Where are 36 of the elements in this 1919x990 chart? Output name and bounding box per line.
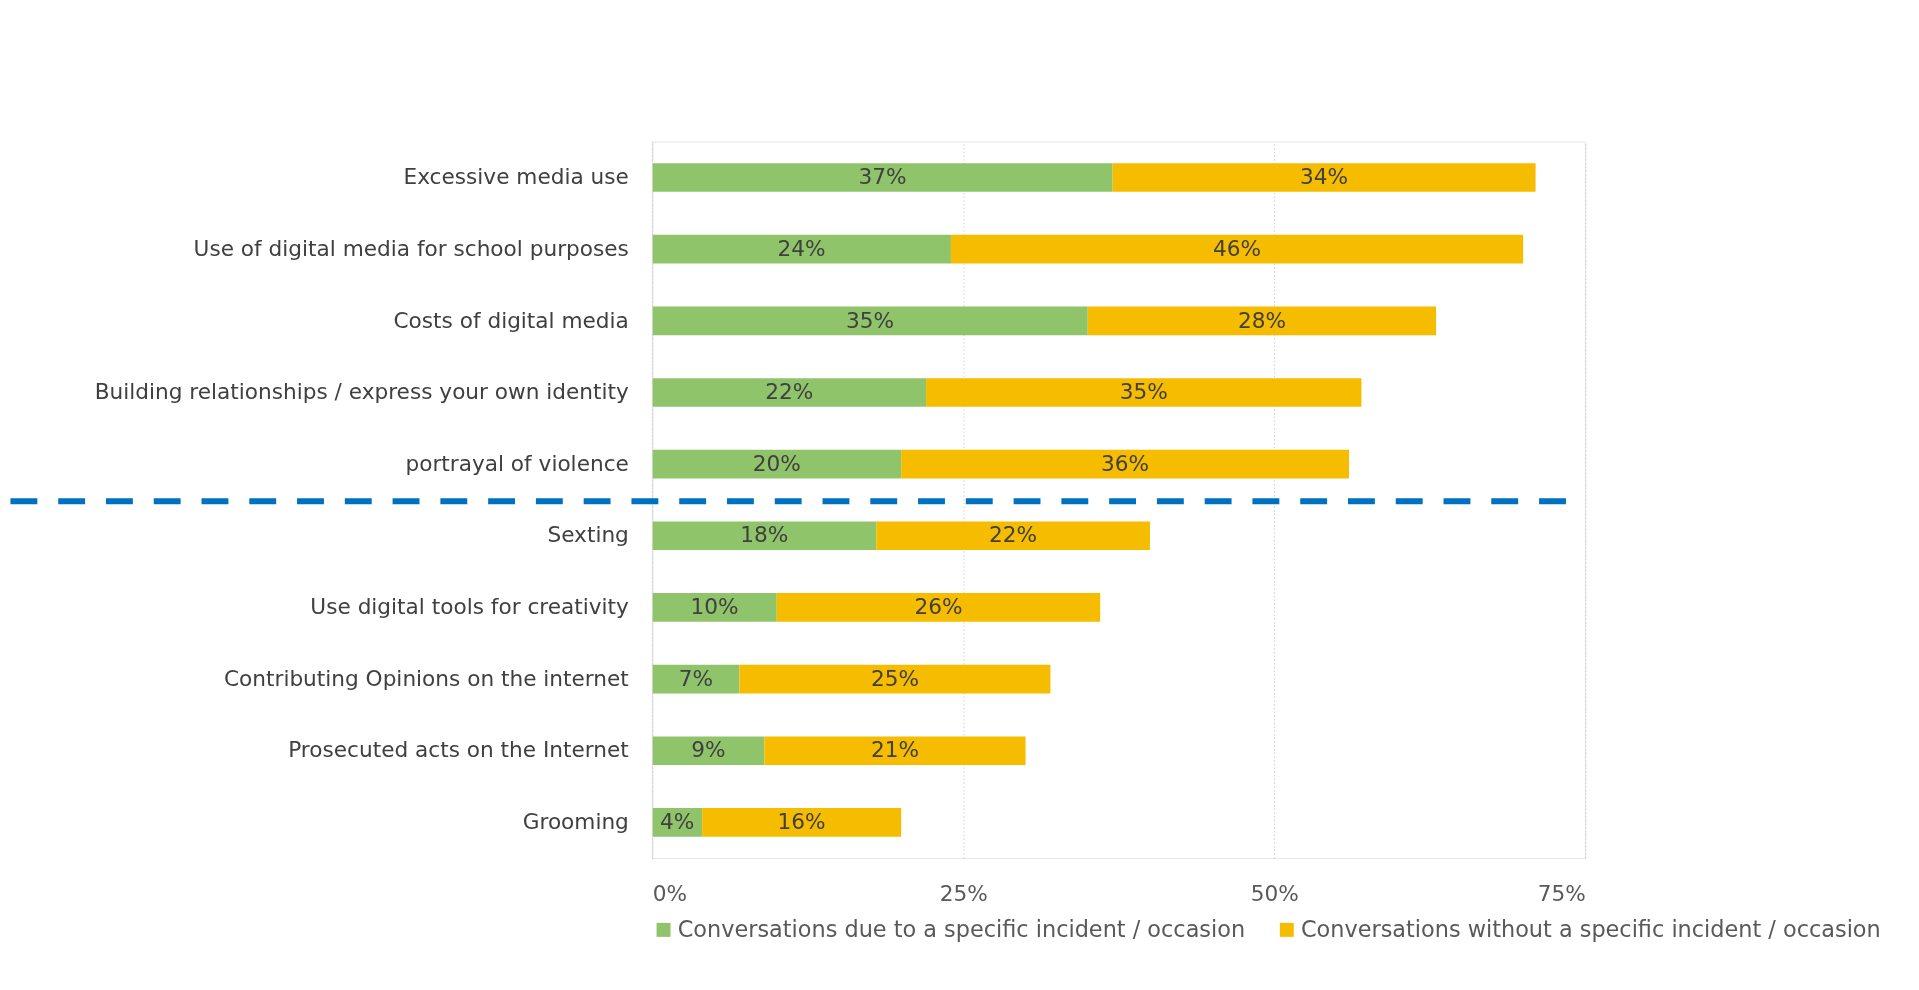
data-label: 28%: [1237, 307, 1286, 333]
y-tick-label: Prosecuted acts on the Internet: [288, 737, 629, 763]
data-label: 21%: [870, 737, 919, 763]
data-label: 35%: [846, 307, 895, 333]
data-label: 22%: [989, 522, 1038, 548]
data-label: 34%: [1300, 164, 1349, 190]
data-label: 18%: [740, 522, 789, 548]
data-label: 25%: [870, 665, 919, 691]
x-tick-label: 50%: [1250, 881, 1299, 907]
data-label: 4%: [660, 809, 695, 835]
y-tick-label: Excessive media use: [403, 164, 629, 190]
x-tick-label: 25%: [939, 881, 988, 907]
data-label: 24%: [777, 235, 826, 261]
y-tick-label: portrayal of violence: [405, 450, 629, 476]
y-tick-label: Use digital tools for creativity: [310, 594, 630, 620]
data-label: 22%: [765, 379, 814, 405]
data-label: 7%: [678, 665, 714, 691]
data-label: 9%: [691, 737, 726, 763]
data-label: 16%: [777, 809, 826, 835]
y-tick-label: Building relationships / express your own identity: [94, 379, 630, 405]
y-tick-label: Contributing Opinions on the internet: [223, 665, 629, 691]
data-label: 20%: [752, 450, 801, 476]
y-tick-label: Sexting: [547, 522, 629, 548]
legend-label: Conversations without a specific incident / occasion: [1300, 915, 1881, 942]
x-tick-label: 0%: [652, 881, 688, 907]
y-tick-label: Use of digital media for school purposes: [193, 235, 629, 261]
data-label: 37%: [858, 164, 907, 190]
data-label: 36%: [1101, 450, 1150, 476]
y-tick-label: Costs of digital media: [393, 307, 629, 333]
legend-label: Conversations due to a specific incident / occasion: [677, 915, 1246, 942]
data-label: 46%: [1213, 235, 1262, 261]
data-label: 10%: [690, 594, 739, 620]
x-tick-label: 75%: [1537, 881, 1586, 907]
data-label: 35%: [1119, 379, 1168, 405]
data-label: 26%: [914, 594, 963, 620]
y-tick-label: Grooming: [522, 809, 629, 835]
